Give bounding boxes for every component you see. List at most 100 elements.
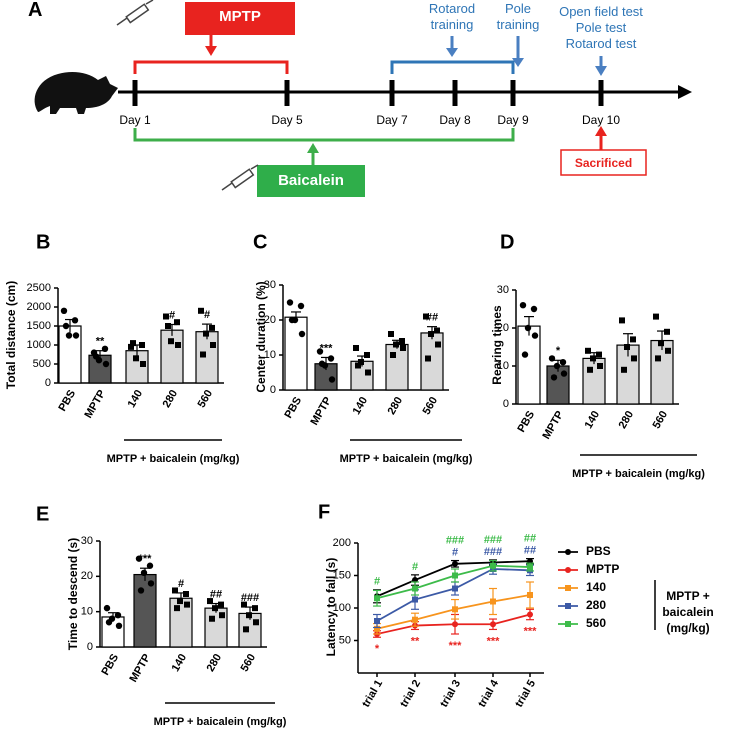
day-label: Day 8 <box>439 113 471 127</box>
day-label: Day 9 <box>497 113 529 127</box>
group-label: MPTP + baicalein (mg/kg) <box>340 453 473 465</box>
y-tick-label: 30 <box>264 279 276 291</box>
point <box>105 619 113 626</box>
point <box>328 376 336 383</box>
point <box>209 324 215 331</box>
point <box>114 612 122 619</box>
significance: ### <box>241 592 259 604</box>
point <box>177 598 183 605</box>
y-tick-label: 0 <box>503 398 509 410</box>
point <box>101 345 109 352</box>
legend-label: 560 <box>586 616 606 630</box>
point <box>565 621 571 627</box>
significance: *** <box>449 640 463 652</box>
point <box>452 606 458 613</box>
point <box>65 332 73 339</box>
y-axis-title: Time to descend (s) <box>66 538 80 650</box>
y-tick-label: 200 <box>333 537 351 549</box>
point <box>358 359 364 365</box>
x-tick-label: trial 3 <box>438 678 463 709</box>
y-tick-label: 10 <box>264 349 276 361</box>
panel-label: A <box>28 0 43 21</box>
point <box>664 328 670 335</box>
point <box>163 313 169 320</box>
arrowhead <box>512 58 524 67</box>
x-tick-label: 280 <box>617 409 637 431</box>
x-tick-label: 560 <box>651 409 671 431</box>
point <box>147 580 155 587</box>
training-label: Rotarod training <box>428 1 476 32</box>
legend-label: PBS <box>586 544 611 558</box>
point <box>423 313 429 320</box>
significance: *** <box>139 553 153 565</box>
point <box>621 366 627 373</box>
point <box>374 625 380 632</box>
panel-label: C <box>253 231 267 253</box>
significance: # <box>204 309 210 321</box>
x-tick-label: PBS <box>56 388 78 414</box>
significance: *** <box>487 635 501 647</box>
point <box>490 598 496 605</box>
significance: # <box>452 546 458 558</box>
syringe <box>116 0 259 191</box>
y-tick-label: 1500 <box>27 320 51 332</box>
y-tick-label: 2500 <box>27 282 51 294</box>
point <box>597 363 603 369</box>
bar <box>385 343 409 391</box>
panel-label: E <box>36 503 49 525</box>
y-tick-label: 30 <box>497 284 509 296</box>
legend-label: 280 <box>586 598 606 612</box>
day-label: Day 5 <box>271 113 303 127</box>
point <box>243 626 249 633</box>
point <box>596 351 602 358</box>
point <box>527 611 533 618</box>
point <box>531 332 539 339</box>
point <box>400 345 406 351</box>
point <box>139 342 145 348</box>
point <box>653 313 659 320</box>
point <box>62 322 70 330</box>
point <box>183 591 189 597</box>
bar <box>284 316 308 391</box>
day-label: Day 1 <box>119 113 151 127</box>
point <box>128 343 134 350</box>
panel-label: B <box>36 231 50 253</box>
x-tick-label: 280 <box>205 652 225 674</box>
panel-label: D <box>500 231 514 253</box>
point <box>115 622 123 629</box>
point <box>390 352 396 358</box>
baicalein-bracket <box>133 128 515 142</box>
significance: *** <box>524 626 538 638</box>
x-tick-label: 280 <box>161 388 181 410</box>
y-tick-label: 100 <box>333 602 351 614</box>
day-label: Day 10 <box>581 113 621 127</box>
point <box>298 330 306 338</box>
mptp-arrowhead <box>205 46 217 56</box>
panel-label: F <box>318 501 330 523</box>
legend-label: 140 <box>586 580 606 594</box>
point <box>203 330 209 337</box>
point <box>428 331 434 337</box>
treatment-label: MPTP <box>219 8 261 25</box>
timeline <box>34 0 692 197</box>
training-bracket <box>390 60 515 74</box>
y-tick-label: 500 <box>33 358 51 370</box>
x-tick-label: 140 <box>583 409 603 431</box>
y-tick-label: 10 <box>497 360 509 372</box>
point <box>565 603 571 609</box>
y-tick-label: 50 <box>339 634 351 646</box>
point <box>559 359 567 366</box>
point <box>665 347 671 354</box>
point <box>172 587 178 594</box>
point <box>560 370 568 377</box>
y-axis-title: Total distance (cm) <box>4 281 18 389</box>
point <box>490 621 496 628</box>
point <box>318 360 326 367</box>
point <box>92 353 100 360</box>
x-tick-label: 140 <box>170 652 190 674</box>
point <box>71 317 79 324</box>
point <box>175 342 181 348</box>
x-tick-label: 140 <box>351 395 371 417</box>
point <box>246 612 252 619</box>
